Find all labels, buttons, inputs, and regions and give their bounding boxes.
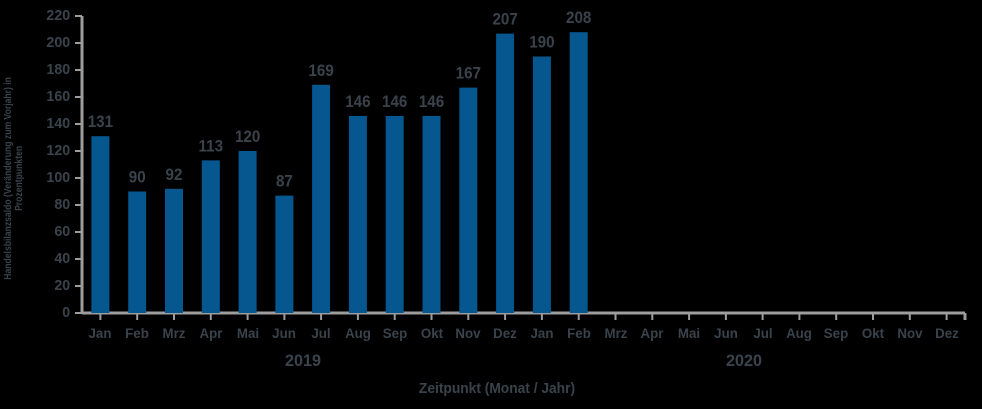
- svg-text:120: 120: [235, 128, 260, 146]
- svg-text:92: 92: [166, 166, 183, 184]
- svg-text:207: 207: [492, 11, 517, 29]
- svg-text:87: 87: [276, 173, 293, 191]
- svg-text:169: 169: [308, 62, 333, 80]
- svg-text:208: 208: [566, 10, 591, 28]
- svg-text:167: 167: [456, 65, 481, 83]
- svg-text:146: 146: [345, 93, 370, 111]
- svg-text:90: 90: [129, 169, 146, 187]
- svg-text:146: 146: [382, 93, 407, 111]
- svg-text:146: 146: [419, 93, 444, 111]
- svg-text:113: 113: [199, 138, 224, 156]
- svg-text:131: 131: [88, 114, 113, 132]
- svg-text:190: 190: [529, 34, 554, 52]
